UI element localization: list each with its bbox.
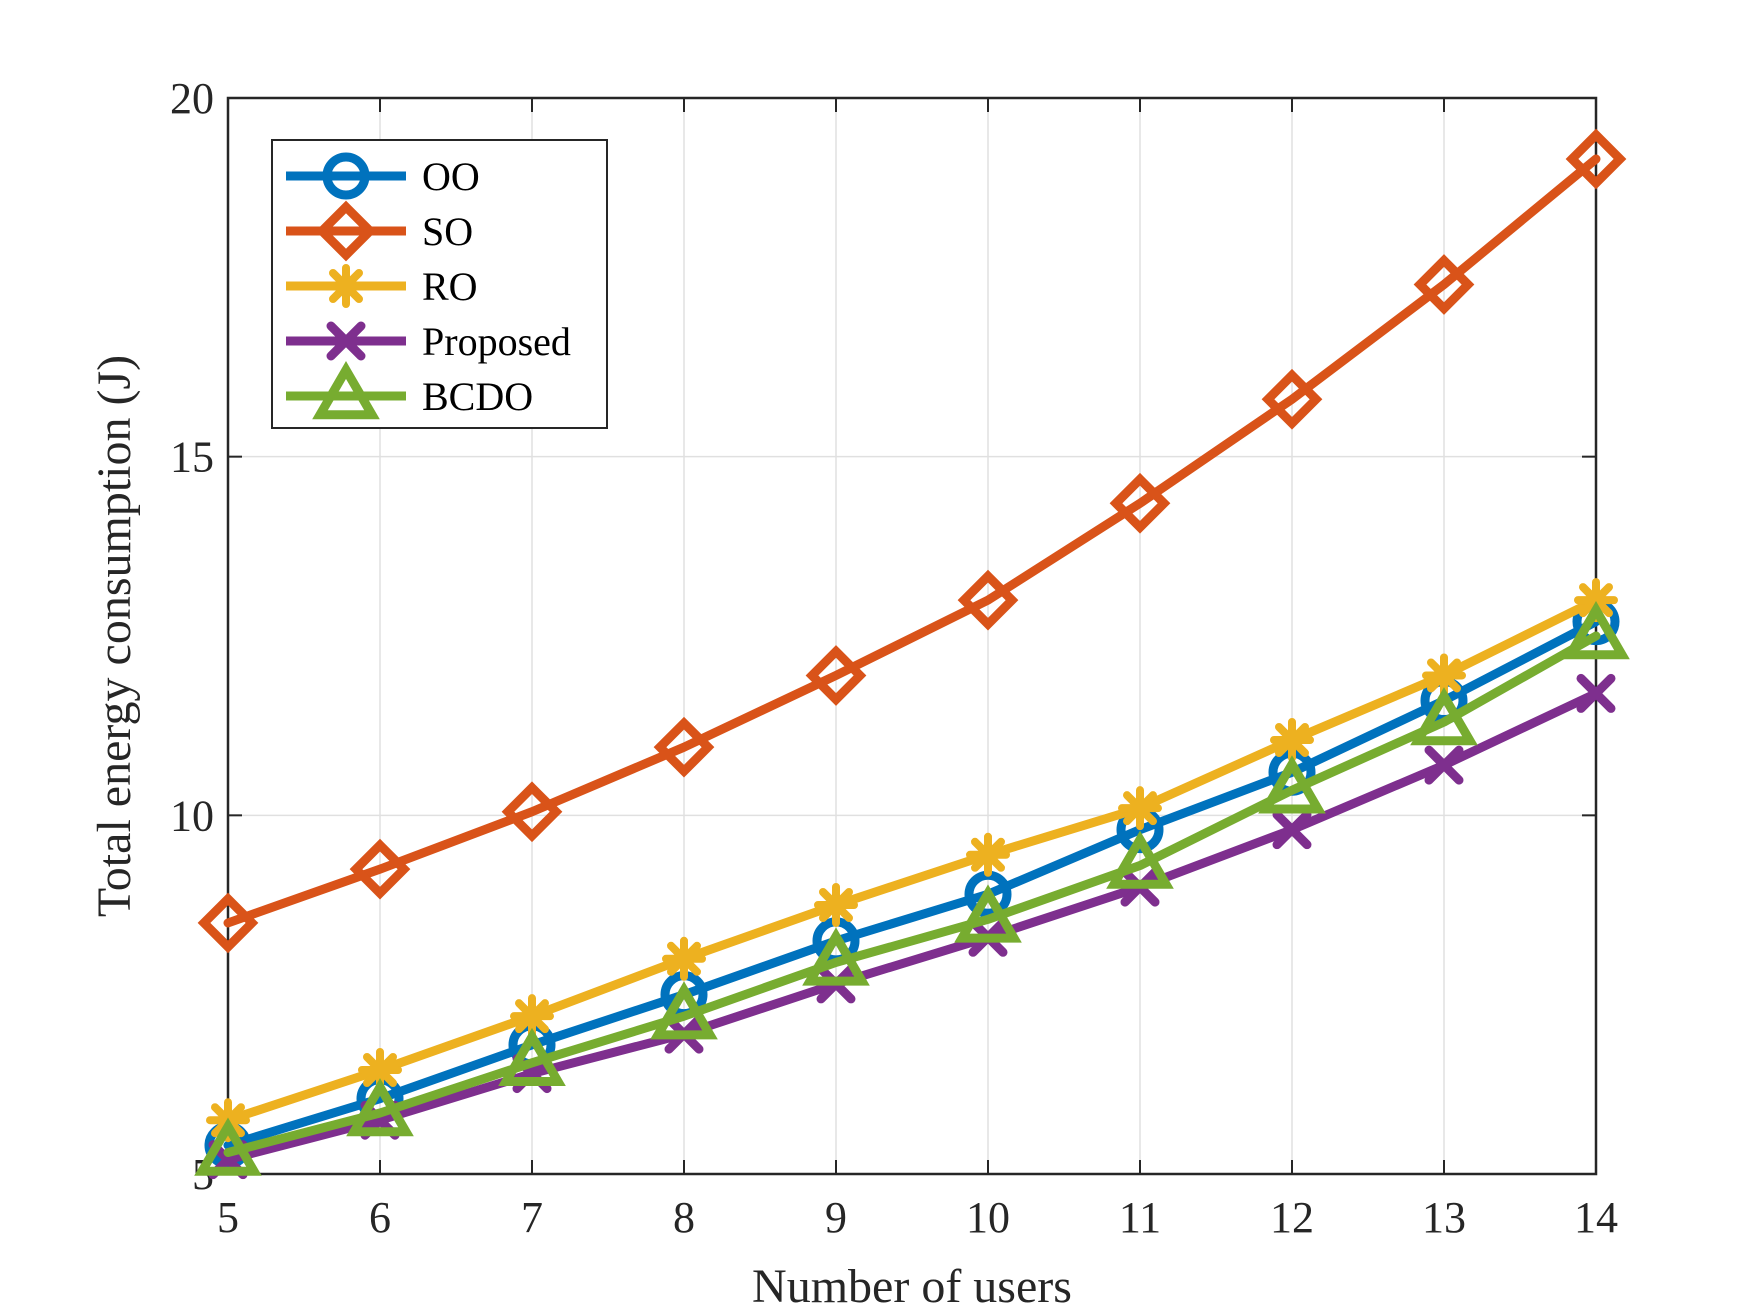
data-point-bcdo xyxy=(802,927,870,986)
x-tick-label: 10 xyxy=(966,1193,1010,1242)
series-so xyxy=(197,128,1627,954)
data-point-bcdo xyxy=(346,1078,414,1137)
data-point-proposed xyxy=(1424,745,1464,785)
data-point-ro xyxy=(358,1047,402,1092)
x-tick-label: 5 xyxy=(217,1193,239,1242)
x-tick-label: 8 xyxy=(673,1193,695,1242)
legend-item-bcdo: BCDO xyxy=(286,361,533,420)
legend-label-oo: OO xyxy=(422,154,480,199)
data-point-bcdo xyxy=(954,884,1022,943)
legend-label-so: SO xyxy=(422,209,473,254)
legend-marker-proposed xyxy=(326,321,366,361)
x-axis-label: Number of users xyxy=(752,1260,1072,1313)
legend: OO SO RO Proposed BCDO xyxy=(271,139,608,429)
x-tick-label: 12 xyxy=(1270,1193,1314,1242)
data-point-bcdo xyxy=(1106,830,1174,889)
y-axis-label: Total energy consumption (J) xyxy=(88,355,141,917)
data-point-ro xyxy=(662,936,706,981)
data-point-so xyxy=(1261,368,1323,430)
data-point-so xyxy=(957,569,1019,631)
x-tick-label: 11 xyxy=(1119,1193,1161,1242)
series-line-bcdo xyxy=(223,631,1601,1157)
data-point-proposed xyxy=(1272,810,1312,850)
legend-marker-bcdo xyxy=(312,361,380,420)
data-point-so xyxy=(501,781,563,843)
legend-marker-oo xyxy=(322,152,370,200)
data-point-so xyxy=(1109,472,1171,534)
x-tick-label: 14 xyxy=(1574,1193,1618,1242)
series-line-oo xyxy=(223,617,1601,1150)
x-tick-label: 6 xyxy=(369,1193,391,1242)
data-point-ro xyxy=(814,883,858,927)
y-tick-label: 15 xyxy=(170,433,214,482)
data-point-so xyxy=(1565,128,1627,190)
legend-item-so: SO xyxy=(286,200,473,262)
data-point-bcdo xyxy=(1562,601,1630,660)
legend-item-proposed: Proposed xyxy=(286,319,571,364)
y-tick-label: 20 xyxy=(170,74,214,123)
legend-label-ro: RO xyxy=(422,264,478,309)
series-bcdo xyxy=(194,601,1630,1176)
data-point-ro xyxy=(1574,578,1618,623)
data-point-bcdo xyxy=(1258,755,1326,814)
data-point-ro xyxy=(966,832,1010,877)
data-point-ro xyxy=(1270,718,1314,763)
data-point-so xyxy=(1413,254,1475,315)
data-point-bcdo xyxy=(650,981,718,1040)
x-tick-label: 7 xyxy=(521,1193,543,1242)
data-point-ro xyxy=(1422,653,1466,698)
data-point-bcdo xyxy=(194,1117,262,1176)
data-point-so xyxy=(349,838,411,900)
legend-label-bcdo: BCDO xyxy=(422,374,533,419)
series-line-so xyxy=(223,154,1601,928)
data-point-ro xyxy=(1118,786,1162,831)
series-group xyxy=(194,128,1630,1180)
legend-item-oo: OO xyxy=(286,152,480,200)
series-ro xyxy=(206,578,1618,1143)
legend-marker-ro xyxy=(324,264,368,308)
data-point-bcdo xyxy=(1410,687,1478,746)
x-tick-label: 9 xyxy=(825,1193,847,1242)
y-tick-label: 10 xyxy=(170,791,214,840)
data-point-so xyxy=(805,645,867,706)
data-point-so xyxy=(197,892,259,954)
legend-item-ro: RO xyxy=(286,264,478,309)
data-point-so xyxy=(653,716,715,778)
data-point-bcdo xyxy=(498,1027,566,1087)
x-tick-label: 13 xyxy=(1422,1193,1466,1242)
series-line-proposed xyxy=(223,688,1601,1165)
data-point-proposed xyxy=(1576,673,1616,713)
series-line-ro xyxy=(223,595,1601,1125)
legend-label-proposed: Proposed xyxy=(422,319,571,364)
legend-marker-so xyxy=(315,200,377,262)
data-point-ro xyxy=(510,994,554,1039)
